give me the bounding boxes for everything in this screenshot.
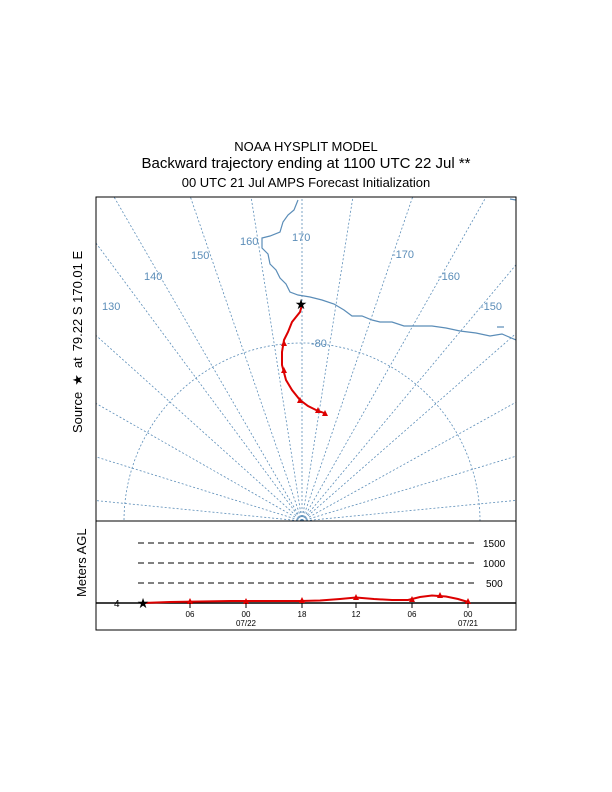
trajectory-subtitle: Backward trajectory ending at 1100 UTC 2… (141, 155, 471, 172)
date-tick: 07/22 (236, 619, 257, 628)
level-label: 1500 (483, 539, 506, 550)
height-marker (465, 598, 471, 604)
map-frame (95, 196, 517, 522)
map-panel: 170 160 150 140 130 -170 -160 -150 -80 ★ (96, 197, 516, 521)
height-marker (409, 596, 415, 602)
height-source-star-icon: ★ (137, 595, 150, 611)
trajectory-marker (281, 340, 287, 346)
trajectory-path (281, 304, 325, 414)
hour-tick: 00 (242, 610, 251, 619)
lon-label: -170 (392, 249, 414, 261)
source-star-icon: ★ (295, 296, 308, 312)
lon-label: 140 (144, 271, 162, 283)
hour-tick: 12 (352, 610, 361, 619)
lon-label: -160 (438, 271, 460, 283)
longitude-labels: 170 160 150 140 130 -170 -160 -150 -80 (102, 232, 502, 350)
meridian-grid (96, 197, 516, 521)
lon-label: -150 (480, 301, 502, 313)
hour-tick: 00 (464, 610, 473, 619)
height-marker (299, 597, 305, 603)
lon-label: 160 (240, 236, 258, 248)
date-tick: 07/21 (458, 619, 479, 628)
lon-label: 130 (102, 301, 120, 313)
hour-tick: 18 (298, 610, 307, 619)
height-marker (353, 594, 359, 600)
lon-label: 170 (292, 232, 310, 244)
left-tick-label: 4 (114, 599, 120, 610)
height-trajectory (142, 594, 469, 604)
height-panel: 1500 1000 500 4 ★ 06 00 18 12 06 00 07 (95, 520, 517, 631)
coastline (261, 199, 516, 341)
hour-tick: 06 (408, 610, 417, 619)
trajectory-marker (315, 407, 321, 413)
coastline-corner (509, 198, 516, 201)
trajectory-marker (281, 367, 287, 373)
level-label: 1000 (483, 559, 506, 570)
height-marker (187, 598, 193, 604)
lat-label: -80 (311, 338, 327, 350)
height-marker (243, 598, 249, 604)
lon-label: 150 (191, 250, 209, 262)
trajectory-markers (281, 340, 328, 416)
level-label: 500 (486, 579, 503, 590)
trajectory-marker (297, 397, 303, 403)
height-markers (187, 592, 471, 604)
time-ticks (189, 603, 469, 608)
hour-tick: 06 (186, 610, 195, 619)
init-line: 00 UTC 21 Jul AMPS Forecast Initializati… (181, 175, 431, 190)
height-frame (95, 520, 517, 631)
trajectory-marker (322, 410, 328, 416)
model-title: NOAA HYSPLIT MODEL (234, 139, 378, 154)
height-marker (437, 592, 443, 598)
